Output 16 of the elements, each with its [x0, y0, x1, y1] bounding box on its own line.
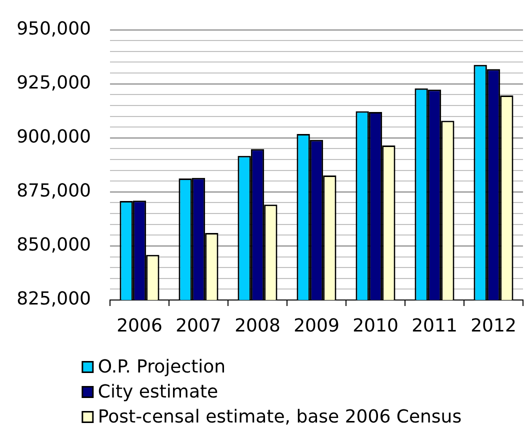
legend-label: Post-censal estimate, base 2006 Census	[98, 406, 462, 428]
x-tick-label: 2006	[116, 315, 162, 336]
x-tick-label: 2012	[470, 315, 516, 336]
x-tick-label: 2007	[176, 315, 222, 336]
legend-label: City estimate	[98, 382, 218, 403]
y-tick-label: 925,000	[16, 72, 91, 94]
x-tick-label: 2011	[412, 315, 458, 336]
y-tick-label: 875,000	[16, 180, 91, 202]
y-tick-label: 950,000	[16, 18, 91, 40]
x-tick-label: 2008	[234, 315, 280, 336]
y-tick-label: 825,000	[16, 288, 91, 310]
x-tick-label: 2009	[294, 315, 340, 336]
legend-label: O.P. Projection	[98, 356, 226, 378]
y-tick-label: 900,000	[16, 126, 91, 148]
y-tick-label: 850,000	[16, 234, 91, 256]
x-tick-label: 2010	[352, 315, 398, 336]
